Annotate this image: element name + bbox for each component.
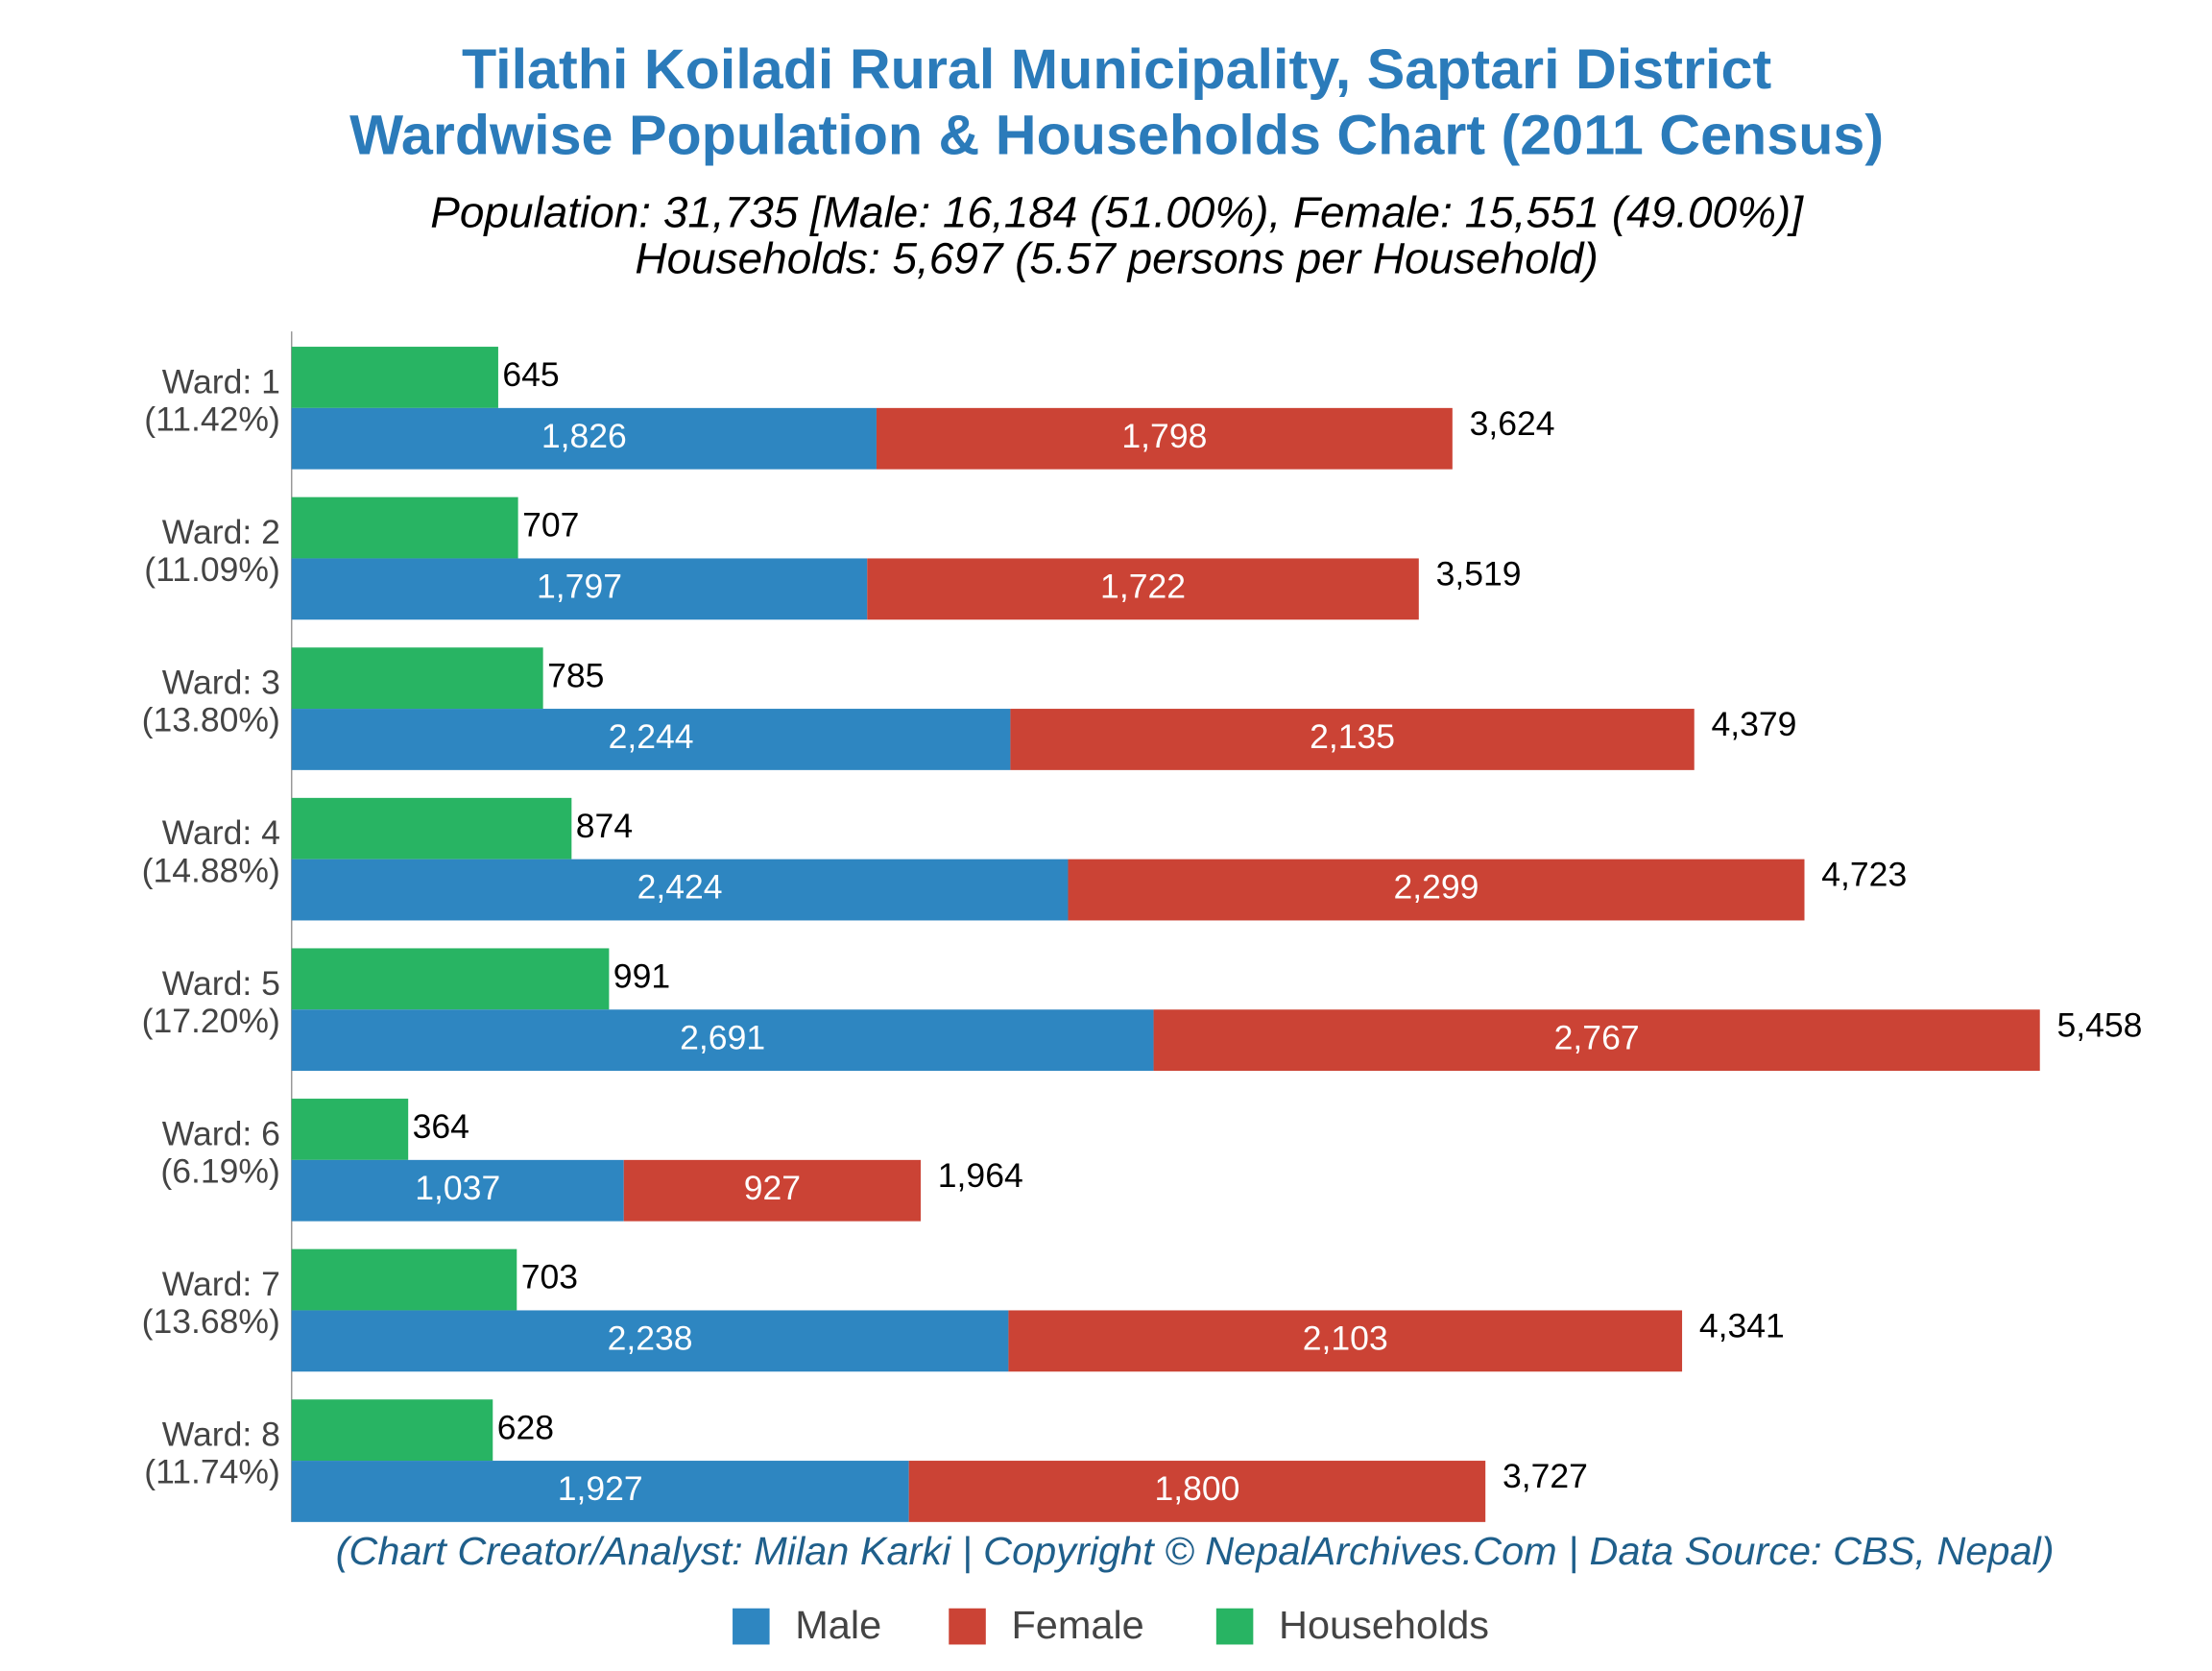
data-label: 1,927 [558, 1470, 643, 1508]
total-label: 4,723 [1821, 857, 1907, 894]
data-label: 785 [547, 658, 604, 695]
data-label: 645 [502, 356, 559, 394]
legend-label: Households [1279, 1603, 1489, 1647]
chart-title: Tilathi Koiladi Rural Municipality, Sapt… [462, 39, 1771, 101]
y-tick-label: Ward: 2 [162, 514, 280, 551]
total-label: 3,624 [1470, 405, 1555, 443]
female-bar [1153, 1009, 2040, 1072]
y-tick-label: (11.09%) [144, 551, 280, 589]
y-tick-label: Ward: 5 [162, 965, 280, 1003]
households-bar [291, 496, 518, 559]
total-label: 4,379 [1712, 706, 1797, 743]
data-label: 703 [521, 1259, 578, 1296]
data-label: 1,797 [537, 569, 622, 606]
data-label: 1,722 [1100, 569, 1186, 606]
data-label: 2,691 [680, 1020, 765, 1057]
chart-subtitle: Households: 5,697 (5.57 persons per Hous… [635, 234, 1598, 282]
data-label: 991 [613, 958, 670, 996]
data-label: 1,800 [1154, 1470, 1239, 1508]
total-label: 4,341 [1699, 1308, 1785, 1345]
female-bar [1068, 859, 1805, 921]
data-label: 364 [413, 1108, 469, 1146]
legend-label: Male [795, 1603, 881, 1647]
data-label: 1,798 [1121, 418, 1207, 455]
data-label: 2,767 [1554, 1020, 1640, 1057]
data-label: 1,826 [541, 418, 627, 455]
households-bar [291, 797, 572, 860]
data-label: 2,424 [637, 869, 723, 907]
footer: (Chart Creator/Analyst: Milan Karki | Co… [336, 1529, 2055, 1573]
data-label: 927 [744, 1170, 801, 1207]
households-bar [291, 948, 610, 1010]
legend-swatch [1215, 1608, 1254, 1645]
y-tick-label: (13.80%) [142, 702, 280, 739]
chart-title: Wardwise Population & Households Chart (… [349, 105, 1884, 166]
y-tick-label: Ward: 6 [162, 1116, 280, 1153]
male-bar [291, 1461, 909, 1522]
y-tick-label: (17.20%) [142, 1003, 280, 1040]
y-tick-label: Ward: 7 [162, 1266, 280, 1303]
data-label: 1,037 [415, 1170, 500, 1207]
y-tick-label: (11.74%) [144, 1454, 280, 1491]
y-tick-label: (14.88%) [142, 853, 280, 890]
female-bar [1008, 1310, 1683, 1372]
y-tick-label: (6.19%) [160, 1153, 279, 1191]
total-label: 1,964 [938, 1157, 1023, 1195]
male-bar [291, 1009, 1154, 1072]
data-label: 2,135 [1310, 718, 1395, 756]
female-bar [1010, 709, 1695, 770]
total-label: 3,519 [1436, 556, 1522, 593]
households-bar [291, 1099, 409, 1160]
households-bar [291, 647, 543, 710]
male-bar [291, 1310, 1009, 1372]
male-bar [291, 558, 868, 620]
data-label: 2,238 [608, 1320, 693, 1358]
y-tick-label: Ward: 3 [162, 665, 280, 702]
data-label: 707 [522, 507, 579, 545]
y-tick-label: Ward: 4 [162, 815, 280, 853]
male-bar [291, 709, 1011, 770]
female-bar [876, 407, 1453, 470]
households-bar [291, 1248, 517, 1311]
female-bar [908, 1461, 1486, 1522]
data-label: 2,299 [1394, 869, 1479, 907]
legend-swatch [949, 1608, 986, 1645]
female-bar [867, 558, 1419, 620]
y-tick-label: Ward: 8 [162, 1417, 280, 1454]
male-bar [291, 407, 877, 470]
households-bar [291, 1399, 493, 1462]
data-label: 2,244 [609, 718, 694, 756]
households-bar [291, 347, 498, 408]
legend-swatch [733, 1608, 770, 1645]
male-bar [291, 859, 1069, 921]
chart-subtitle: Population: 31,735 [Male: 16,184 (51.00%… [430, 188, 1804, 236]
data-label: 874 [576, 808, 633, 845]
data-label: 628 [497, 1410, 554, 1447]
total-label: 3,727 [1503, 1458, 1588, 1495]
total-label: 5,458 [2056, 1007, 2142, 1045]
male-bar [291, 1159, 624, 1222]
y-tick-label: (11.42%) [144, 401, 280, 439]
data-label: 2,103 [1303, 1320, 1388, 1358]
y-tick-label: Ward: 1 [162, 364, 280, 401]
y-tick-label: (13.68%) [142, 1303, 280, 1341]
female-bar [623, 1159, 922, 1222]
legend-label: Female [1011, 1603, 1143, 1647]
